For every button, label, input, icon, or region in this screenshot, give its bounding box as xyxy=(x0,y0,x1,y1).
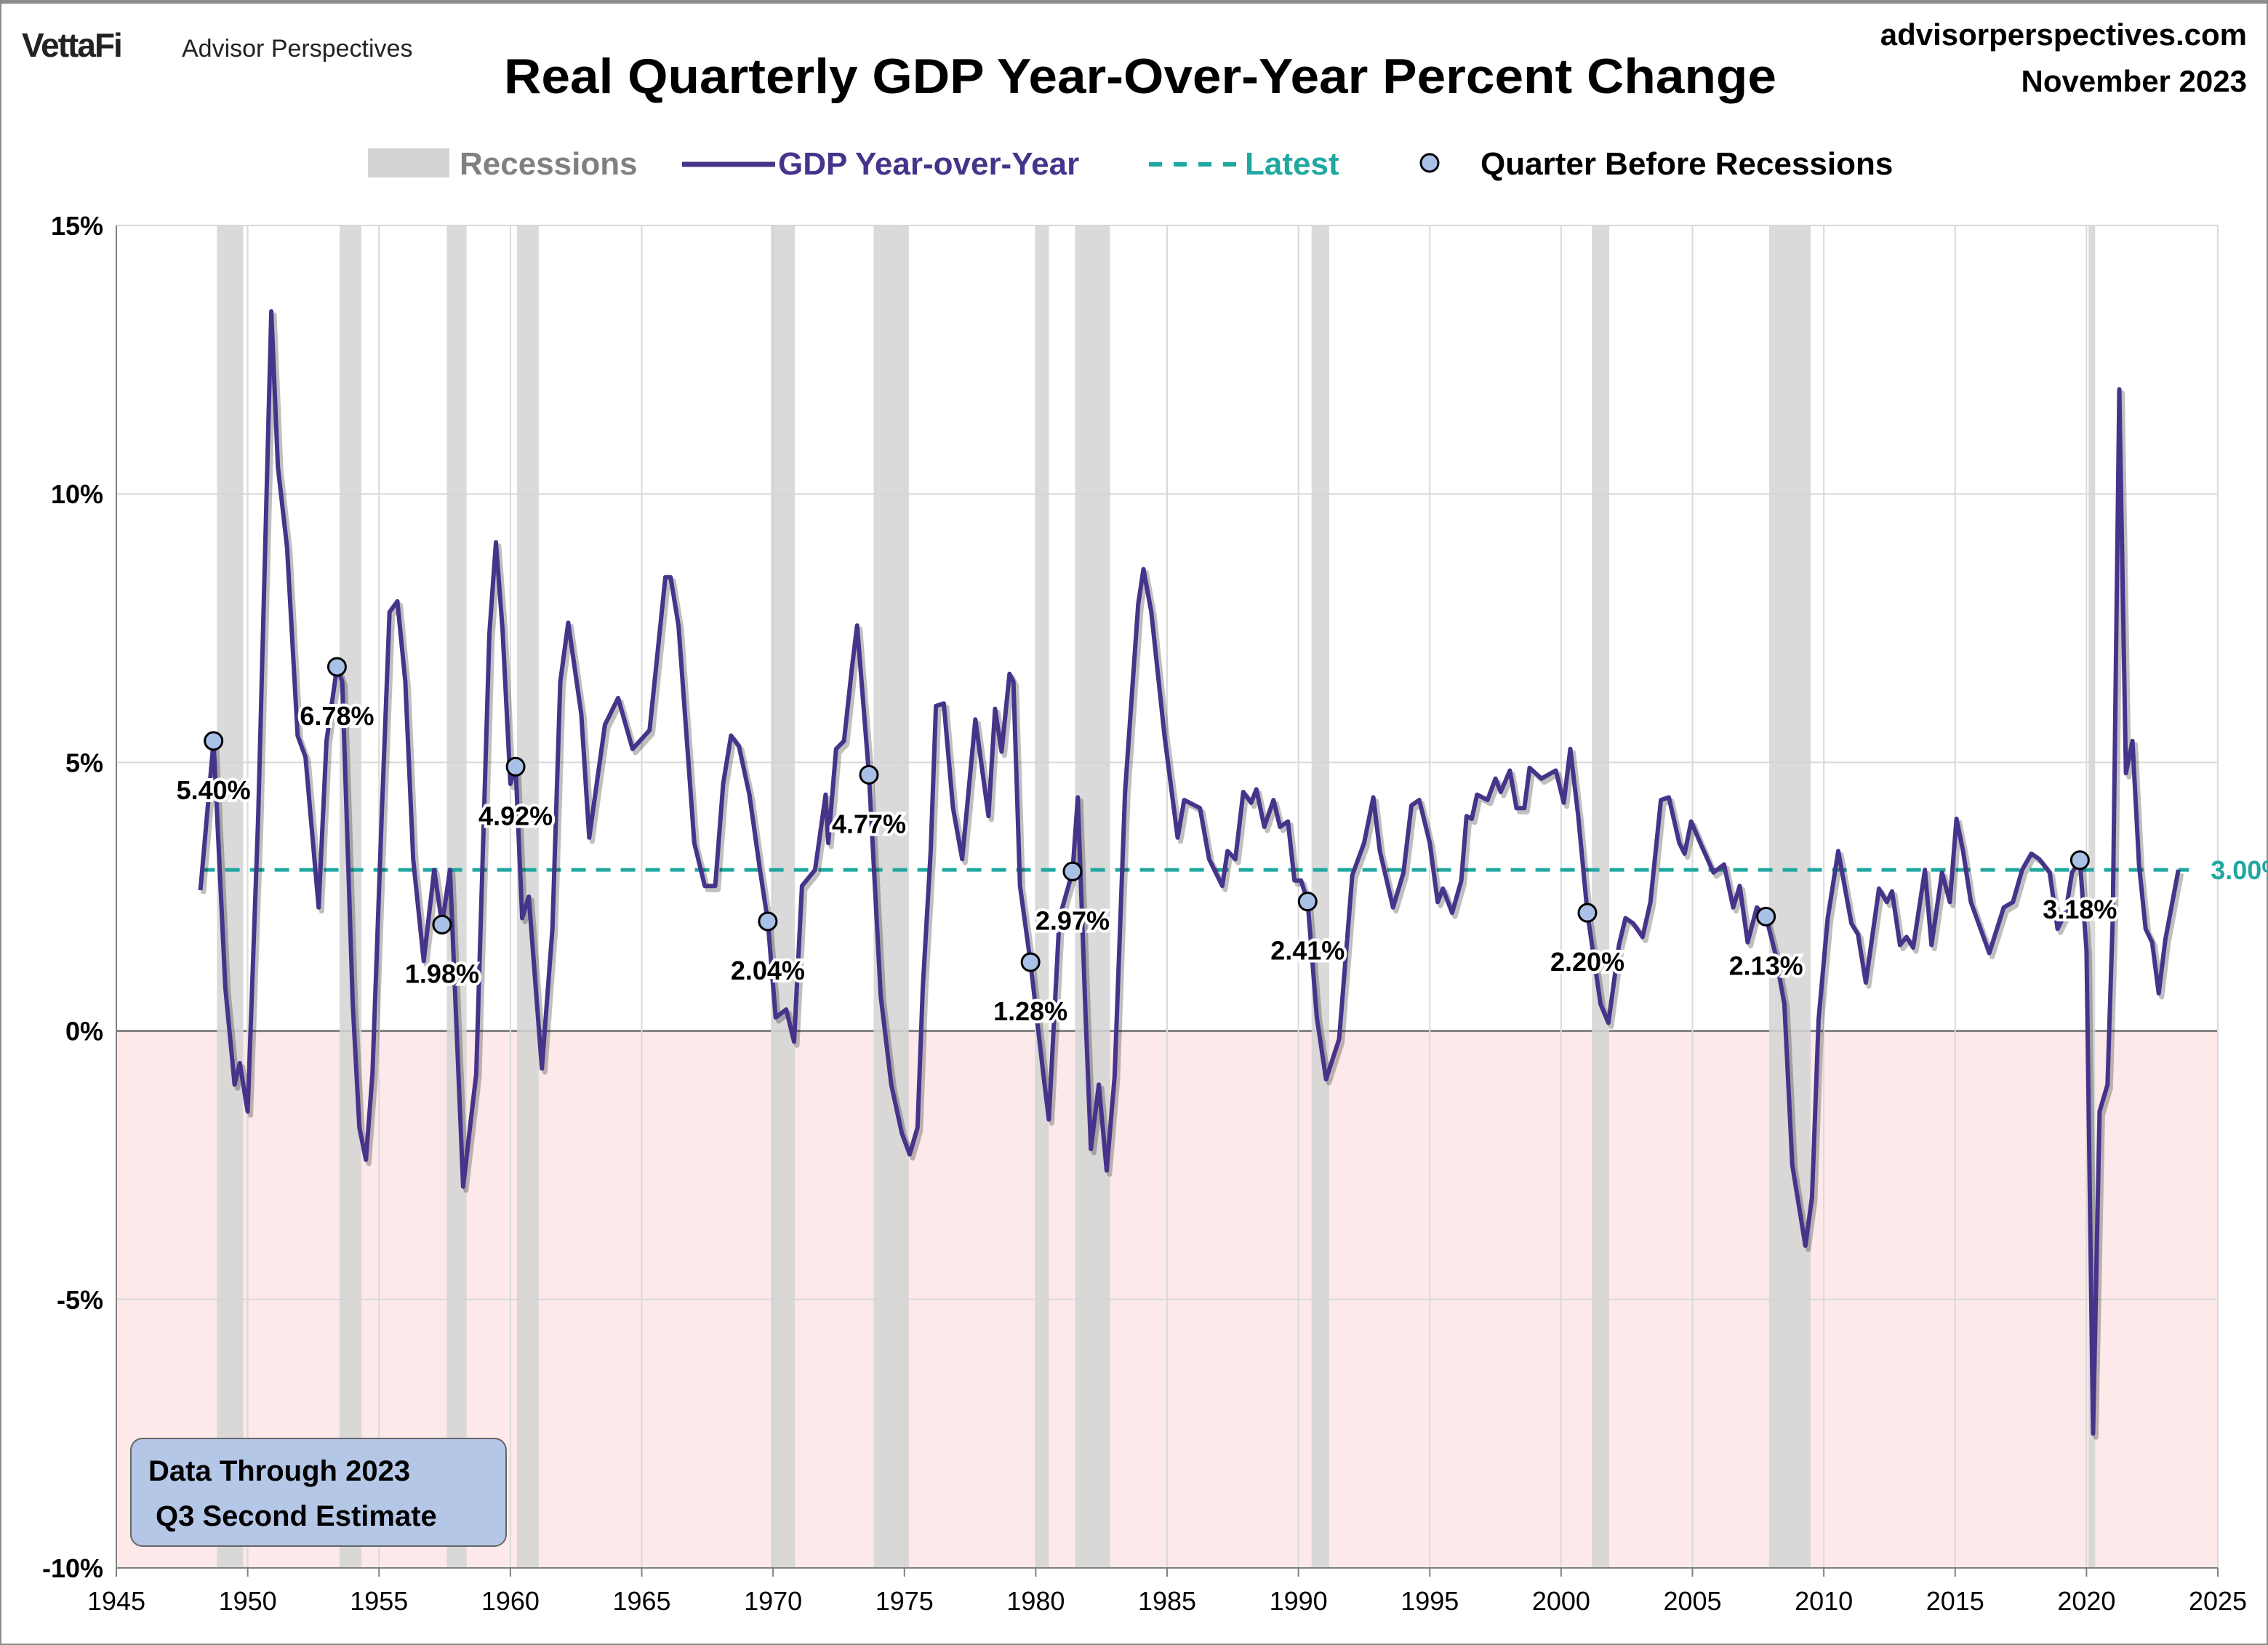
marker-value-label: 3.18% xyxy=(2043,894,2117,924)
legend-marker-swatch xyxy=(1419,153,1440,173)
data-note-box: Data Through 2023 Q3 Second Estimate xyxy=(130,1438,507,1547)
legend-marker-label: Quarter Before Recessions xyxy=(1480,146,1893,182)
quarter-before-recession-marker xyxy=(326,657,347,677)
y-tick-label: 0% xyxy=(65,1017,103,1046)
x-tick-label: 2010 xyxy=(1795,1586,1853,1616)
quarter-before-recession-marker xyxy=(204,731,224,751)
x-tick-label: 2025 xyxy=(2189,1586,2247,1616)
recession-band xyxy=(771,225,796,1568)
quarter-before-recession-marker xyxy=(1020,952,1041,972)
data-note-line2: Q3 Second Estimate xyxy=(156,1500,437,1532)
x-tick-label: 1990 xyxy=(1270,1586,1328,1616)
quarter-before-recession-marker xyxy=(1062,861,1083,881)
x-tick-label: 1945 xyxy=(87,1586,145,1616)
marker-value-label: 6.78% xyxy=(300,701,374,731)
x-tick-label: 1965 xyxy=(612,1586,670,1616)
quarter-before-recession-marker xyxy=(758,911,778,932)
marker-value-label: 1.98% xyxy=(405,958,479,988)
marker-value-label: 2.13% xyxy=(1729,950,1803,980)
x-tick-label: 1970 xyxy=(744,1586,802,1616)
legend-latest-label: Latest xyxy=(1245,146,1339,182)
x-tick-label: 2005 xyxy=(1663,1586,1721,1616)
quarter-before-recession-marker xyxy=(505,756,526,777)
top-border xyxy=(0,0,2268,4)
brand-logo: VettaFi xyxy=(22,26,121,64)
quarter-before-recession-marker xyxy=(859,764,879,785)
recession-band xyxy=(2088,225,2096,1568)
publish-date: November 2023 xyxy=(2021,64,2247,98)
marker-value-label: 5.40% xyxy=(177,775,251,805)
x-tick-label: 1950 xyxy=(219,1586,277,1616)
quarter-before-recession-marker xyxy=(432,914,452,934)
x-tick-label: 1980 xyxy=(1006,1586,1065,1616)
x-tick-label: 2015 xyxy=(1926,1586,1984,1616)
marker-value-label: 2.04% xyxy=(731,956,805,985)
x-tick-label: 1985 xyxy=(1138,1586,1196,1616)
marker-value-label: 4.92% xyxy=(478,801,553,830)
y-tick-label: -10% xyxy=(42,1553,103,1583)
site-url: advisorperspectives.com xyxy=(1880,17,2247,52)
x-tick-label: 1975 xyxy=(875,1586,934,1616)
recession-band xyxy=(1035,225,1049,1568)
marker-value-label: 2.20% xyxy=(1550,947,1624,977)
y-tick-label: 10% xyxy=(51,479,103,509)
x-tick-label: 1995 xyxy=(1401,1586,1459,1616)
legend-gdp-label: GDP Year-over-Year xyxy=(778,146,1079,182)
x-tick-label: 1955 xyxy=(350,1586,408,1616)
latest-label: 3.00% xyxy=(2211,855,2268,885)
quarter-before-recession-marker xyxy=(1756,906,1776,926)
y-tick-label: -5% xyxy=(57,1285,103,1315)
data-note-line1: Data Through 2023 xyxy=(148,1455,410,1487)
quarter-before-recession-marker xyxy=(2069,850,2090,870)
x-tick-label: 1960 xyxy=(481,1586,540,1616)
brand-subtitle: Advisor Perspectives xyxy=(182,35,412,63)
legend-recessions-swatch xyxy=(368,148,449,177)
quarter-before-recession-marker xyxy=(1577,902,1598,923)
recession-band xyxy=(873,225,909,1568)
marker-value-label: 2.97% xyxy=(1035,905,1110,935)
recession-band xyxy=(1768,225,1811,1568)
y-tick-label: 15% xyxy=(51,211,103,241)
y-tick-label: 5% xyxy=(65,748,103,777)
marker-value-label: 2.41% xyxy=(1270,936,1345,966)
chart-title: Real Quarterly GDP Year-Over-Year Percen… xyxy=(504,49,1776,104)
legend-recessions-label: Recessions xyxy=(460,146,638,182)
x-tick-label: 2020 xyxy=(2057,1586,2115,1616)
marker-value-label: 4.77% xyxy=(832,809,906,838)
gdp-line xyxy=(198,309,2181,1436)
marker-value-label: 1.28% xyxy=(993,996,1067,1026)
quarter-before-recession-marker xyxy=(1297,892,1318,912)
legend: Recessions GDP Year-over-Year Latest Qua… xyxy=(368,146,1893,182)
x-tick-label: 2000 xyxy=(1532,1586,1590,1616)
recession-band xyxy=(1592,225,1609,1568)
